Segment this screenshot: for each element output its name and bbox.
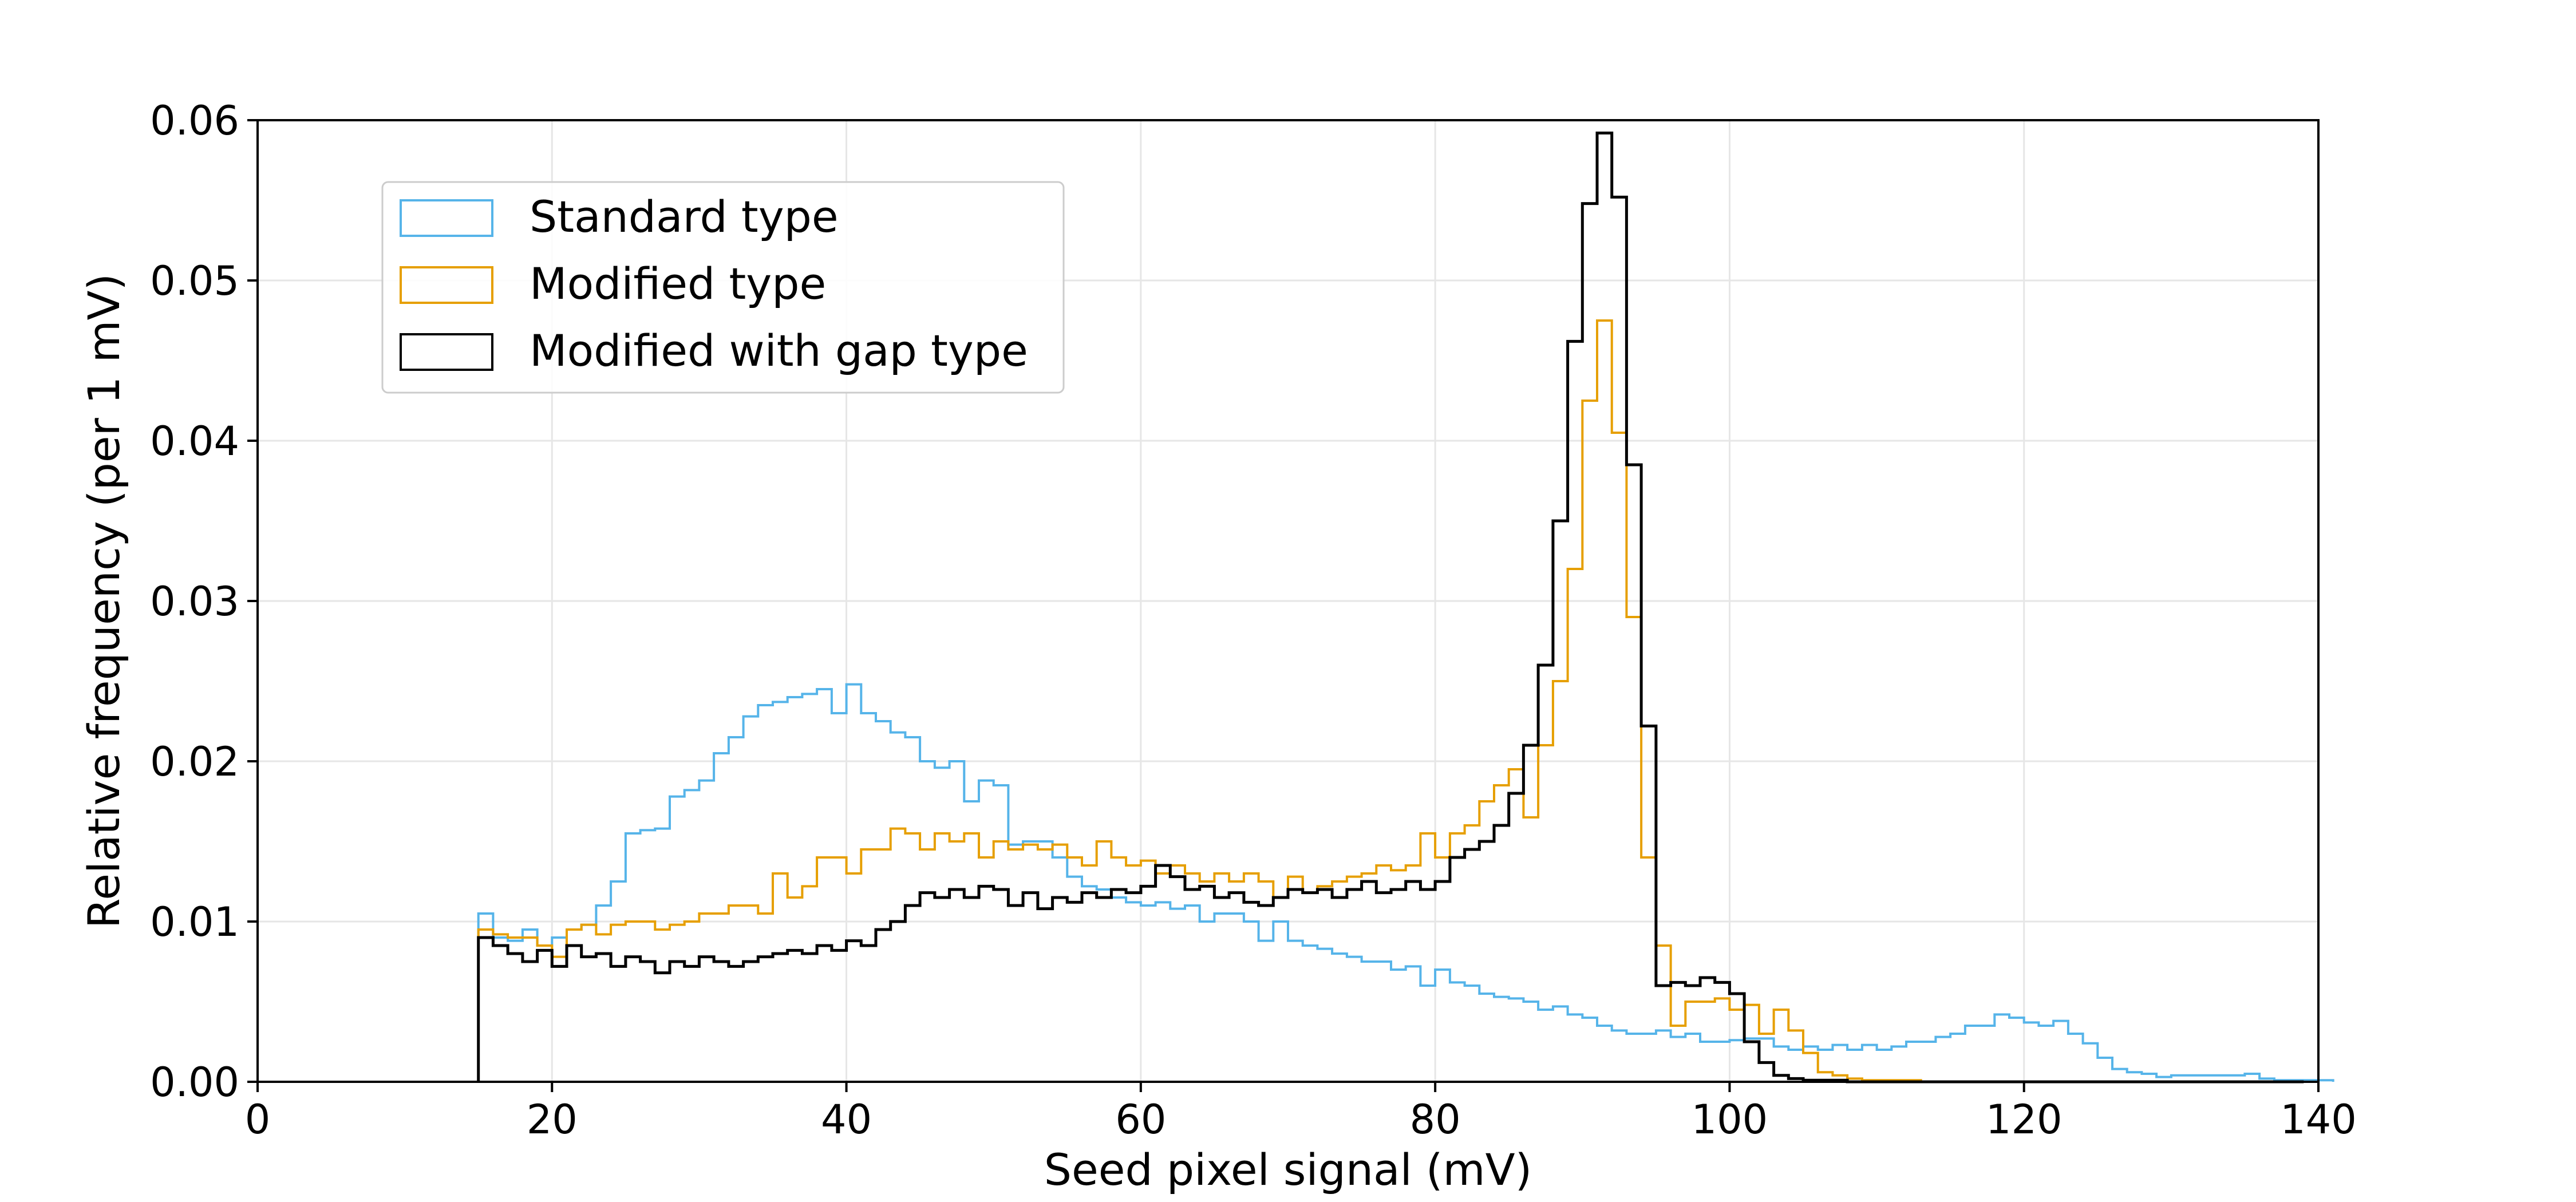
legend-swatch [400, 333, 493, 371]
x-tick-label: 20 [527, 1096, 578, 1143]
series-modified-with-gap-type [477, 131, 2304, 1084]
x-tick-label: 60 [1115, 1096, 1166, 1143]
y-tick-label: 0.03 [150, 578, 239, 625]
legend-label: Standard type [530, 191, 839, 242]
y-tick-label: 0.01 [150, 899, 239, 946]
legend-label: Modified type [530, 258, 826, 309]
grid-lines [256, 119, 2320, 1083]
legend-swatch [400, 199, 493, 237]
x-tick-label: 120 [1986, 1096, 2063, 1143]
y-tick-label: 0.02 [150, 738, 239, 785]
legend-box [381, 181, 1065, 394]
series-group [477, 131, 2334, 1084]
x-tick-label: 0 [245, 1096, 271, 1143]
legend-swatch [400, 266, 493, 304]
axis-ticks: 0 20 40 60 80 100 120 140 0.00 0.01 0.02 0.03 0.04 0.… [150, 97, 2357, 1143]
x-axis-label: Seed pixel signal (mV) [1044, 1144, 1532, 1195]
y-tick-label: 0.00 [150, 1059, 239, 1106]
y-axis-label: Relative frequency (per 1 mV) [78, 274, 129, 928]
y-tick-label: 0.06 [150, 97, 239, 144]
legend-label: Modified with gap type [530, 325, 1028, 376]
x-tick-label: 80 [1410, 1096, 1461, 1143]
series-modified-type [477, 319, 2318, 1083]
y-tick-label: 0.05 [150, 258, 239, 305]
legend: Standard type Modified type Modified with … [381, 181, 1065, 394]
x-tick-label: 40 [821, 1096, 872, 1143]
x-tick-label: 100 [1692, 1096, 1768, 1143]
y-tick-label: 0.04 [150, 418, 239, 465]
series-standard-type [477, 683, 2334, 1082]
x-tick-label: 140 [2280, 1096, 2357, 1143]
